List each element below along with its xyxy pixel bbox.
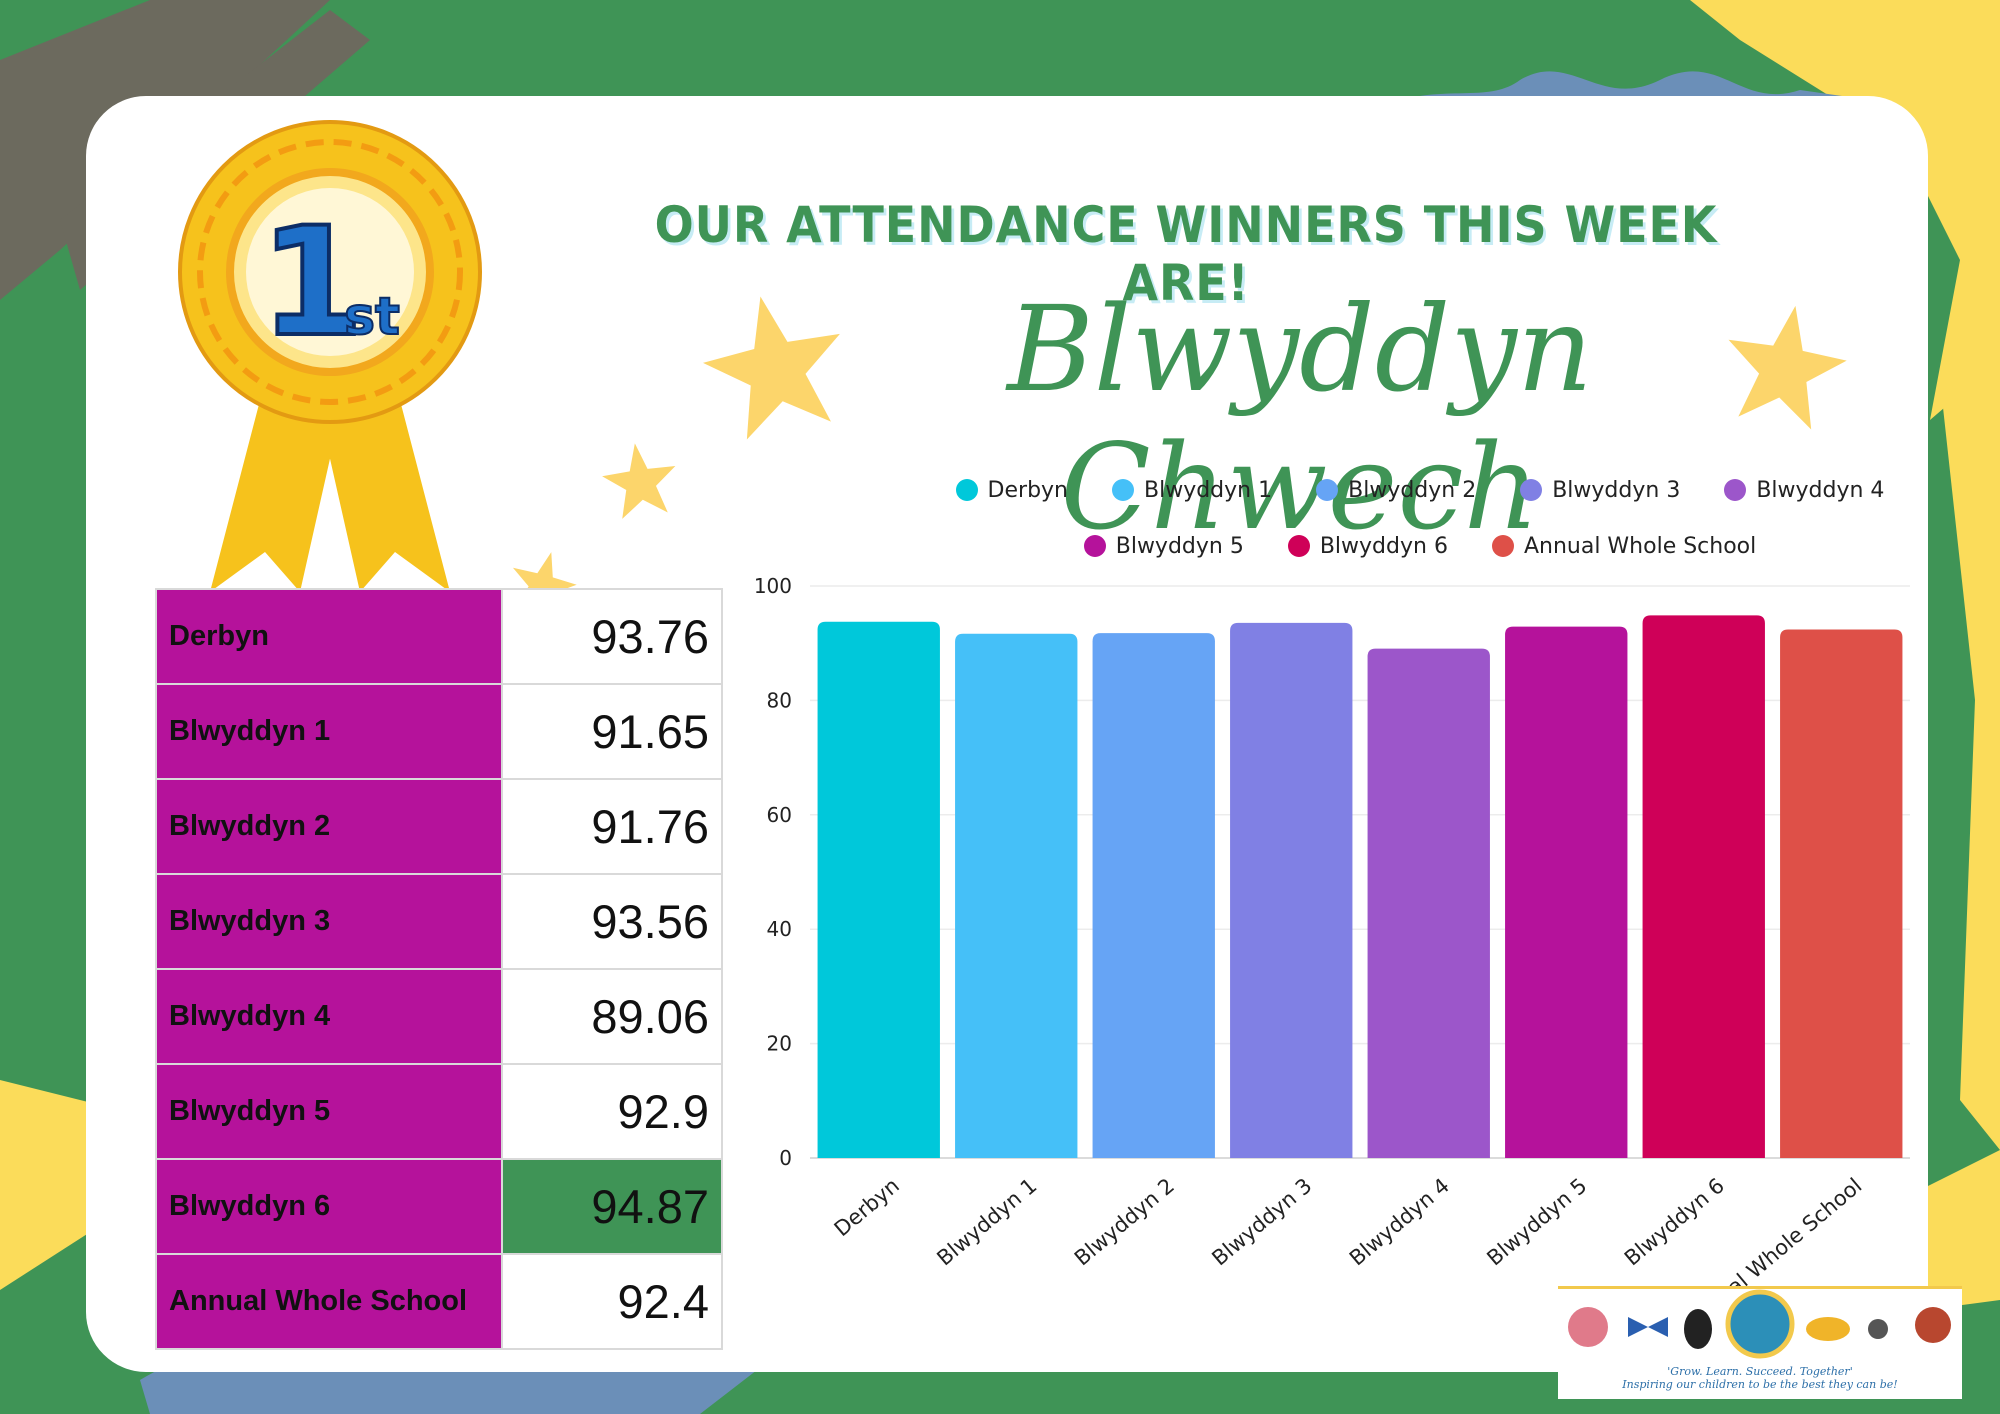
legend-swatch: [1724, 479, 1747, 501]
legend-label: Derbyn: [987, 477, 1068, 503]
legend-swatch: [1083, 535, 1106, 557]
class-label: Blwyddyn 6: [155, 1158, 503, 1255]
legend-item: Blwyddyn 1: [1112, 470, 1272, 510]
attendance-value: 89.06: [501, 968, 723, 1065]
attendance-value: 93.76: [501, 588, 723, 685]
chart-bar: [1092, 633, 1215, 1158]
class-label: Blwyddyn 5: [155, 1063, 503, 1160]
attendance-table: Derbyn 93.76 Blwyddyn 1 91.65 Blwyddyn 2 91.7…: [155, 588, 723, 1350]
table-row: Blwyddyn 3 93.56: [155, 873, 723, 970]
table-row: Blwyddyn 1 91.65: [155, 683, 723, 780]
first-place-rosette-icon: 1 st: [178, 120, 482, 592]
legend-label: Blwyddyn 6: [1319, 533, 1448, 559]
y-tick-label: 0: [779, 1146, 792, 1170]
legend-swatch: [1316, 479, 1339, 501]
chart-bar: [955, 633, 1078, 1158]
legend-swatch: [1287, 535, 1310, 557]
class-label: Derbyn: [155, 588, 503, 685]
legend-label: Blwyddyn 3: [1552, 477, 1681, 503]
legend-item: Blwyddyn 5: [1083, 526, 1244, 566]
legend-item: Blwyddyn 2: [1316, 470, 1476, 510]
attendance-value: 91.76: [501, 778, 723, 875]
table-row: Annual Whole School 92.4: [155, 1253, 723, 1350]
table-row: Derbyn 93.76: [155, 588, 723, 685]
x-tick-label: Blwyddyn 6: [1620, 1173, 1729, 1270]
legend-swatch: [955, 479, 978, 501]
attendance-value: 94.87: [501, 1158, 723, 1255]
chart-bar: [817, 621, 940, 1158]
badge-number: 1: [260, 196, 364, 370]
chart-legend: Derbyn Blwyddyn 1 Blwyddyn 2 Blwyddyn 3 Blwy…: [880, 462, 1960, 574]
legend-label: Blwyddyn 5: [1115, 533, 1244, 559]
legend-item: Blwyddyn 3: [1520, 470, 1680, 510]
attendance-bar-chart: 0 20 40 60 80 100 Derbyn Blwyddyn 1 Blwyddyn 2 Bl…: [754, 574, 1910, 1300]
table-row: Blwyddyn 4 89.06: [155, 968, 723, 1065]
winner-title: Blwyddyn Chwech: [1007, 280, 1593, 556]
legend-label: Annual Whole School: [1523, 533, 1757, 559]
class-label: Blwyddyn 1: [155, 683, 503, 780]
class-label: Blwyddyn 4: [155, 968, 503, 1065]
chart-bar: [1505, 626, 1628, 1158]
table-row: Blwyddyn 5 92.9: [155, 1063, 723, 1160]
class-label: Blwyddyn 2: [155, 778, 503, 875]
star-icon: [702, 296, 840, 440]
y-tick-label: 80: [767, 688, 792, 712]
class-label: Annual Whole School: [155, 1253, 503, 1350]
badge-suffix: st: [344, 287, 400, 347]
x-tick-label: Blwyddyn 5: [1482, 1173, 1591, 1270]
legend-swatch: [1112, 479, 1134, 501]
chart-bar: [1367, 648, 1490, 1158]
x-tick-label: Blwyddyn 4: [1345, 1173, 1454, 1270]
y-tick-label: 20: [767, 1032, 792, 1056]
legend-swatch: [1491, 535, 1514, 557]
attendance-value: 91.65: [501, 683, 723, 780]
legend-label: Blwyddyn 4: [1756, 477, 1885, 503]
star-icon: [602, 443, 676, 519]
star-icon: [1728, 305, 1847, 430]
x-tick-label: Derbyn: [830, 1173, 904, 1241]
chart-bar: [1230, 622, 1353, 1158]
y-tick-label: 60: [767, 803, 792, 827]
legend-item: Annual Whole School: [1491, 526, 1757, 566]
school-logo-strip: 'Grow. Learn. Succeed. Together' Inspiri…: [1558, 1286, 1962, 1399]
table-row: Blwyddyn 2 91.76: [155, 778, 723, 875]
school-tagline: Inspiring our children to be the best th…: [1622, 1378, 1898, 1391]
legend-label: Blwyddyn 1: [1144, 477, 1273, 503]
legend-item: Blwyddyn 4: [1724, 470, 1884, 510]
legend-item: Blwyddyn 6: [1287, 526, 1448, 566]
attendance-value: 92.4: [501, 1253, 723, 1350]
mascot-icons: [1568, 1289, 1951, 1359]
attendance-value: 92.9: [501, 1063, 723, 1160]
x-tick-label: Blwyddyn 1: [932, 1173, 1041, 1270]
table-row: Blwyddyn 6 94.87: [155, 1158, 723, 1255]
class-label: Blwyddyn 3: [155, 873, 503, 970]
legend-item: Derbyn: [955, 470, 1068, 510]
chart-bar: [1780, 629, 1903, 1158]
school-motto: 'Grow. Learn. Succeed. Together': [1667, 1365, 1853, 1378]
y-tick-label: 40: [767, 917, 792, 941]
legend-swatch: [1520, 479, 1543, 501]
legend-label: Blwyddyn 2: [1348, 477, 1477, 503]
headline: OUR ATTENDANCE WINNERS THIS WEEK ARE!: [654, 196, 1718, 312]
attendance-value: 93.56: [501, 873, 723, 970]
x-tick-label: Blwyddyn 3: [1207, 1173, 1316, 1270]
x-tick-label: Blwyddyn 2: [1070, 1173, 1179, 1270]
y-tick-label: 100: [754, 574, 792, 598]
chart-bar: [1642, 615, 1765, 1158]
